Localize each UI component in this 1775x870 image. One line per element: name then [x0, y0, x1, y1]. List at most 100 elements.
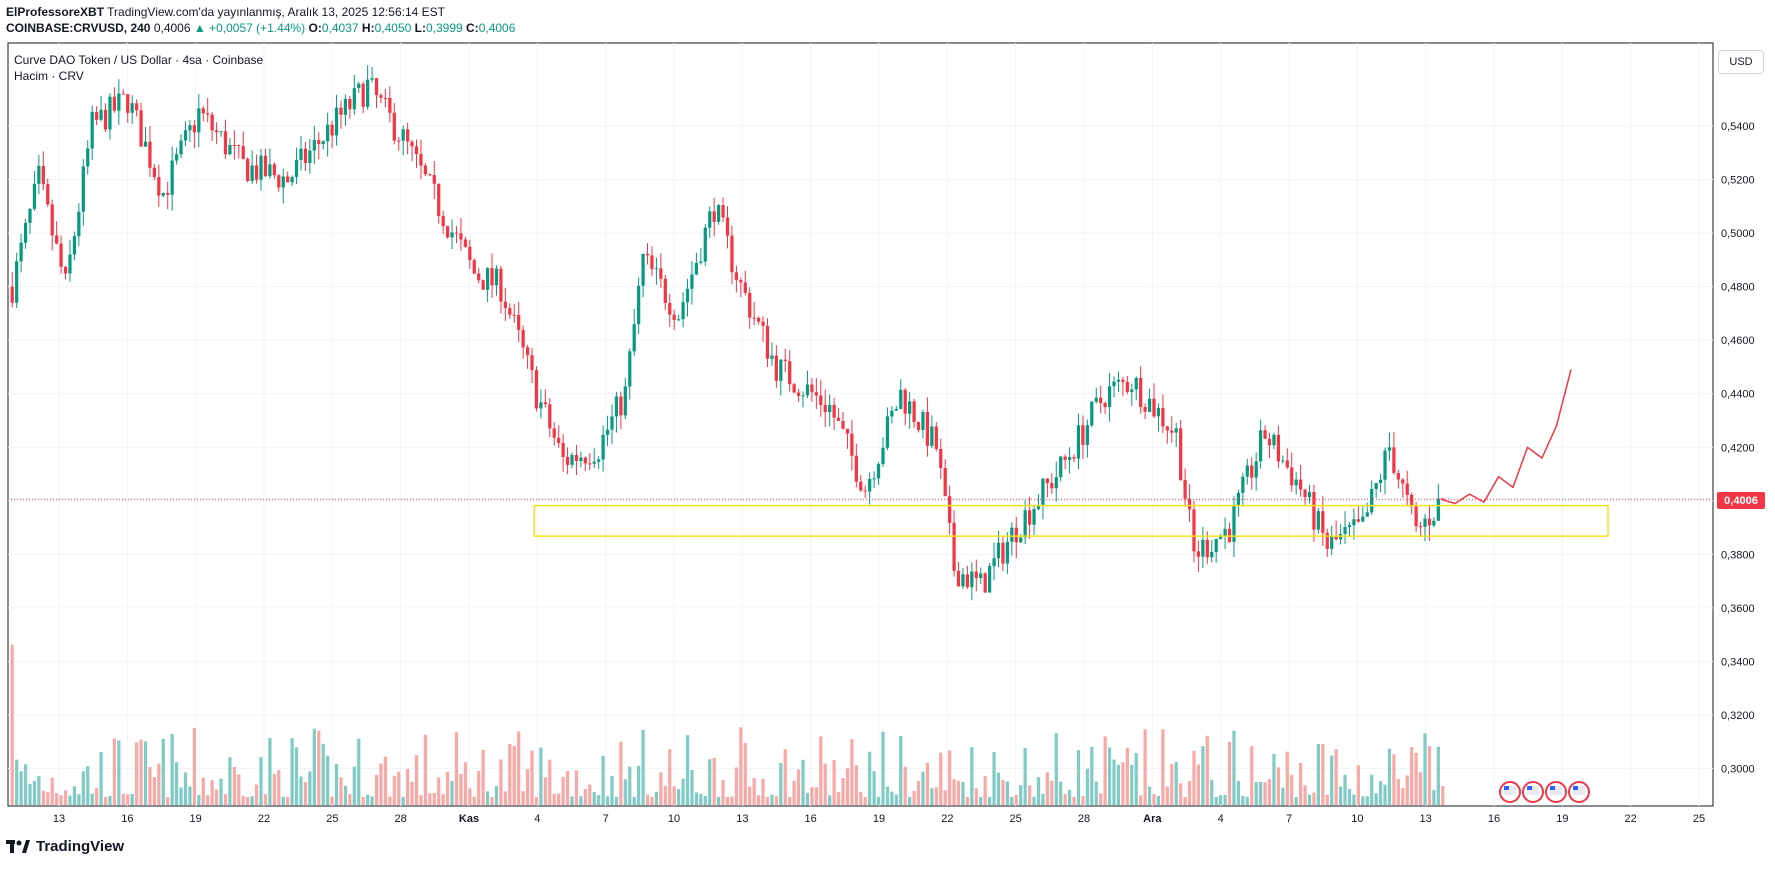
us-flag-event-icon [1504, 786, 1516, 795]
candle-body [836, 417, 841, 422]
volume-bar [592, 791, 596, 805]
x-tick-label: 13 [1420, 813, 1432, 825]
candle-body [1054, 477, 1058, 489]
candle-body [1316, 511, 1321, 530]
candle-body [517, 314, 521, 330]
volume-bar [934, 787, 938, 805]
candle-body [499, 268, 503, 302]
candle-body [1023, 510, 1027, 538]
volume-bar [712, 757, 716, 805]
candle-body [339, 107, 343, 115]
price-change: +0,0057 (+1.44%) [209, 21, 306, 35]
candle-body [921, 412, 925, 431]
candle-body [645, 254, 650, 256]
volume-bar [996, 772, 1001, 805]
candle-body [72, 236, 77, 255]
volume-bar [1032, 796, 1036, 805]
volume-bar [1121, 762, 1125, 805]
x-tick-label: 25 [1010, 813, 1022, 825]
candle-body [845, 428, 850, 434]
volume-bar [441, 794, 445, 805]
series-title[interactable]: Curve DAO Token / US Dollar · 4sa · Coin… [14, 53, 264, 67]
candle-body [779, 359, 783, 381]
volume-bar [1027, 785, 1032, 805]
candle-body [170, 160, 174, 195]
candle-body [561, 442, 565, 457]
candle-body [948, 496, 952, 523]
tradingview-logo[interactable]: TradingView [6, 838, 124, 855]
candle-body [761, 321, 765, 326]
volume-bar [370, 796, 374, 805]
volume-bar [352, 766, 356, 805]
candle-body [1094, 397, 1098, 402]
candle-body [450, 232, 454, 238]
volume-bar [805, 792, 810, 805]
volume-bar [543, 777, 547, 805]
volume-bar [28, 783, 32, 805]
volume-bar [68, 795, 72, 805]
candle-body [1050, 483, 1054, 489]
candle-body [1174, 428, 1178, 433]
volume-bar [343, 785, 348, 805]
y-tick-label: 0,3200 [1721, 710, 1755, 722]
author-name[interactable]: ElProfessoreXBT [6, 5, 105, 19]
chart-legend[interactable]: Curve DAO Token / US Dollar · 4sa · Coin… [14, 52, 263, 84]
x-tick-label: 10 [1351, 813, 1363, 825]
volume-bar [903, 766, 907, 805]
candle-body [1436, 498, 1440, 521]
candle-body [605, 429, 610, 435]
volume-bar [308, 771, 312, 805]
volume-bar [654, 791, 659, 805]
candle-body [410, 141, 414, 147]
volume-bar [472, 796, 476, 805]
volume-bar [952, 779, 956, 805]
volume-bar [397, 771, 401, 805]
candle-body [166, 192, 170, 195]
volume-bar [108, 796, 112, 805]
candle-body [379, 95, 383, 98]
volume-bar [1272, 753, 1276, 805]
volume-bar [1205, 735, 1209, 805]
volume-bar [1374, 793, 1378, 805]
candle-body [543, 402, 547, 405]
candle-body [1192, 509, 1196, 552]
volume-bar [663, 785, 667, 805]
volume-bar [948, 750, 952, 805]
volume-bar [1045, 772, 1049, 805]
candle-body [374, 78, 379, 96]
volume-bar [254, 784, 259, 805]
volume-bar [1054, 733, 1058, 805]
candle-body [601, 434, 605, 460]
volume-bar [485, 791, 490, 805]
candle-body [437, 183, 441, 217]
volume-bar [605, 796, 610, 805]
volume-bar [166, 796, 170, 805]
volume-bar [263, 794, 268, 805]
candle-body [19, 242, 23, 262]
candle-body [1418, 526, 1423, 528]
volume-bar [1410, 747, 1414, 805]
candle-body [334, 107, 339, 136]
candle-body [828, 404, 832, 413]
volume-bar [992, 751, 996, 805]
volume-bar [1338, 786, 1343, 805]
candle-body [1410, 494, 1414, 507]
volume-bar [152, 777, 157, 805]
candle-body [188, 125, 192, 131]
candle-body [1121, 379, 1125, 382]
volume-bar [1099, 793, 1103, 805]
x-tick-label: 16 [121, 813, 133, 825]
volume-bar [601, 755, 605, 805]
candle-body [668, 303, 672, 315]
candle-body [1152, 398, 1156, 417]
y-tick-label: 0,3400 [1721, 656, 1755, 668]
x-tick-label: Ara [1143, 813, 1162, 825]
volume-legend[interactable]: Hacim · CRV [14, 69, 84, 83]
volume-bar [277, 770, 281, 805]
x-tick-label: 16 [805, 813, 817, 825]
volume-bar [681, 778, 685, 805]
volume-bar [1276, 767, 1281, 805]
currency-button[interactable]: USD [1718, 50, 1764, 74]
candle-body [121, 93, 125, 95]
